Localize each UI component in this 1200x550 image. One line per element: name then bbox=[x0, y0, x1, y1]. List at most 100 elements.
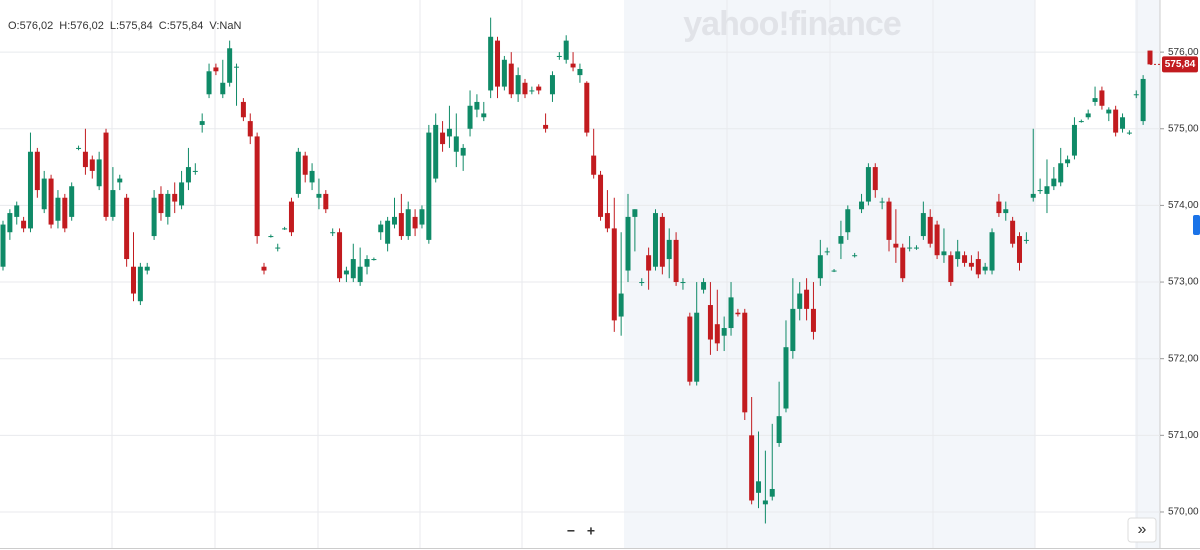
candle-body bbox=[1017, 236, 1023, 263]
watermark: yahoo!finance bbox=[683, 5, 901, 43]
candle-body bbox=[398, 213, 404, 237]
candle-body bbox=[804, 289, 810, 309]
candle-body bbox=[913, 247, 919, 249]
candle-body bbox=[1065, 159, 1071, 164]
zoom-controls: − + bbox=[567, 523, 595, 539]
candle-body bbox=[1037, 190, 1043, 192]
candle-body bbox=[824, 251, 830, 253]
candle-body bbox=[371, 259, 377, 261]
candle-body bbox=[1099, 90, 1105, 106]
candle-body bbox=[124, 197, 130, 260]
candle-body bbox=[701, 282, 707, 290]
candle-body bbox=[474, 101, 480, 110]
candle-body bbox=[357, 266, 363, 283]
candle-body bbox=[996, 201, 1002, 214]
candle-body bbox=[1003, 209, 1009, 214]
candle-body bbox=[261, 266, 267, 271]
candle-body bbox=[1071, 124, 1077, 156]
candle-body bbox=[495, 40, 501, 87]
candle-body bbox=[309, 170, 315, 183]
candle-body bbox=[433, 124, 439, 179]
candle-body bbox=[27, 151, 33, 229]
candle-body bbox=[721, 328, 727, 336]
ohlc-info: L:575,84 bbox=[110, 20, 153, 32]
candle-body bbox=[1030, 193, 1036, 198]
axis-handle[interactable] bbox=[1193, 215, 1200, 235]
candle-body bbox=[185, 167, 191, 183]
candle-body bbox=[82, 151, 88, 168]
candle-body bbox=[570, 63, 576, 68]
candle-body bbox=[460, 147, 466, 156]
candle-body bbox=[254, 136, 260, 237]
candle-body bbox=[206, 71, 212, 95]
candle-body bbox=[1010, 220, 1016, 244]
candle-body bbox=[1140, 78, 1146, 122]
candle-body bbox=[55, 197, 61, 221]
candle-body bbox=[446, 128, 452, 137]
candle-body bbox=[295, 151, 301, 194]
candle-body bbox=[783, 347, 789, 409]
candle-body bbox=[364, 259, 370, 267]
candle-body bbox=[810, 308, 816, 332]
y-tick-label: 575,00 bbox=[1168, 123, 1199, 134]
candle-body bbox=[893, 243, 899, 248]
candle-body bbox=[989, 232, 995, 271]
candle-body bbox=[1113, 109, 1119, 133]
zoom-out-button[interactable]: − bbox=[567, 523, 575, 539]
candle-body bbox=[316, 193, 322, 198]
candle-body bbox=[343, 270, 349, 275]
candle-body bbox=[859, 201, 865, 210]
candle-body bbox=[501, 59, 507, 87]
candle-body bbox=[488, 36, 494, 91]
candle-body bbox=[117, 178, 123, 183]
candle-body bbox=[0, 224, 6, 267]
candle-body bbox=[151, 197, 157, 237]
candle-body bbox=[955, 251, 961, 260]
candle-body bbox=[632, 209, 638, 217]
candle-body bbox=[1051, 178, 1057, 187]
candle-body bbox=[797, 293, 803, 309]
candle-body bbox=[247, 121, 253, 137]
y-tick-label: 576,00 bbox=[1168, 47, 1199, 58]
candle-body bbox=[831, 270, 837, 272]
candle-body bbox=[845, 209, 851, 233]
candle-body bbox=[543, 124, 549, 129]
candle-body bbox=[110, 190, 116, 217]
candle-body bbox=[426, 132, 432, 240]
last-price-box bbox=[1162, 56, 1198, 73]
candle-body bbox=[769, 488, 775, 497]
candle-body bbox=[563, 40, 569, 60]
candle-body bbox=[900, 247, 906, 279]
candle-body bbox=[879, 201, 885, 203]
candle-body bbox=[440, 132, 446, 145]
candle-body bbox=[213, 67, 219, 72]
candle-body bbox=[968, 262, 974, 267]
candle-body bbox=[1092, 98, 1098, 102]
candle-body bbox=[508, 63, 514, 95]
candle-body bbox=[199, 121, 205, 125]
candle-body bbox=[975, 259, 981, 275]
candle-body bbox=[673, 239, 679, 283]
candle-body bbox=[1126, 132, 1132, 134]
candle-body bbox=[62, 197, 68, 229]
time-grid bbox=[111, 0, 1138, 548]
candle-body bbox=[522, 82, 528, 95]
scroll-button[interactable]: » bbox=[1138, 521, 1147, 538]
candle-body bbox=[412, 216, 418, 229]
candle-body bbox=[1023, 239, 1029, 241]
candle-body bbox=[948, 255, 954, 283]
candle-body bbox=[21, 220, 27, 229]
candle-body bbox=[234, 66, 240, 68]
candle-body bbox=[762, 500, 768, 505]
candle-body bbox=[1058, 163, 1064, 183]
zoom-in-button[interactable]: + bbox=[587, 523, 595, 539]
candle-body bbox=[1120, 117, 1126, 129]
scroll-button-box[interactable] bbox=[1127, 517, 1157, 543]
candle-body bbox=[481, 113, 487, 118]
candle-body bbox=[130, 266, 136, 294]
y-tick-label: 572,00 bbox=[1168, 353, 1199, 364]
candle-body bbox=[1133, 94, 1139, 96]
candle-body bbox=[728, 297, 734, 329]
